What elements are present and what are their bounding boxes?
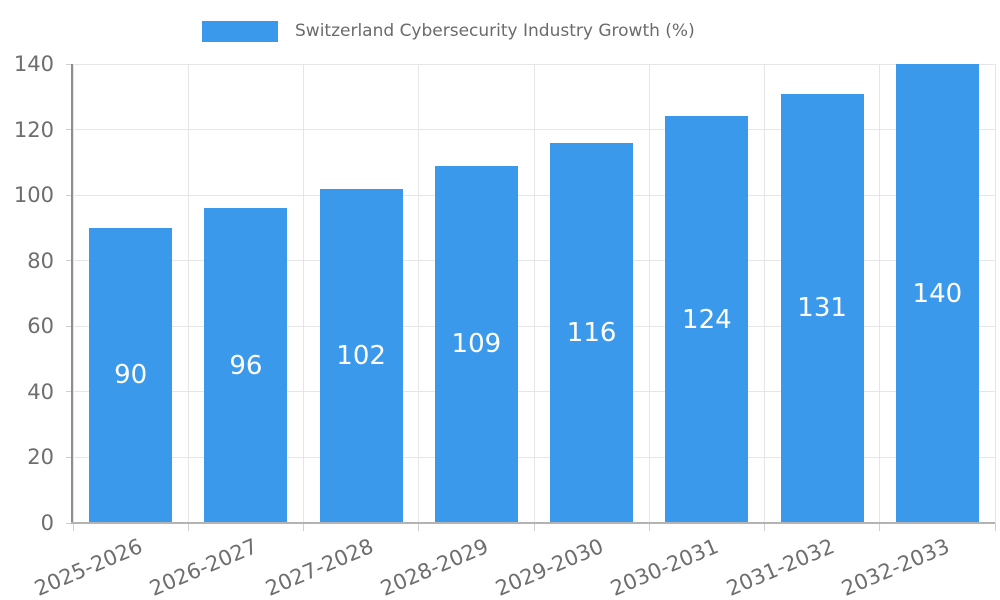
y-axis-tick-label: 60 <box>27 314 54 339</box>
x-axis-tick-label: 2029-2030 <box>492 534 608 600</box>
legend-swatch <box>202 20 278 42</box>
x-gridline <box>994 64 996 523</box>
y-axis-tick-label: 100 <box>13 183 54 208</box>
x-gridline <box>303 64 304 523</box>
x-axis-tick <box>994 523 996 531</box>
x-axis-tick <box>764 523 765 531</box>
y-axis-tick-label: 40 <box>27 379 54 404</box>
x-axis-tick-label: 2030-2031 <box>607 534 723 600</box>
y-axis-tick <box>66 260 73 262</box>
y-axis-tick <box>66 522 73 524</box>
bar-2027-2028[interactable] <box>319 188 403 523</box>
bar-value-label: 124 <box>682 304 732 335</box>
bar-value-label: 96 <box>229 350 263 381</box>
x-axis-tick-label: 2027-2028 <box>261 534 377 600</box>
x-axis-tick <box>72 523 74 531</box>
x-axis-tick-label: 2025-2026 <box>31 534 147 600</box>
bar-2026-2027[interactable] <box>204 208 288 523</box>
x-gridline <box>648 64 650 523</box>
x-axis-tick <box>879 523 881 531</box>
y-axis-tick-label: 20 <box>27 445 54 470</box>
y-axis-tick-label: 0 <box>40 511 54 535</box>
bar-value-label: 131 <box>797 293 847 324</box>
x-axis-line <box>71 522 995 524</box>
x-axis-tick <box>418 523 420 531</box>
y-axis-line <box>71 64 73 524</box>
x-gridline <box>533 64 535 523</box>
y-axis-tick <box>66 391 73 393</box>
bar-value-label: 90 <box>114 360 148 391</box>
bar-2032-2033[interactable] <box>895 64 979 523</box>
x-axis-tick <box>533 523 535 531</box>
legend-label: Switzerland Cybersecurity Industry Growt… <box>295 21 695 41</box>
x-axis-tick <box>303 523 304 531</box>
x-gridline <box>187 64 189 523</box>
bar-2029-2030[interactable] <box>550 142 634 523</box>
x-axis-tick-label: 2032-2033 <box>838 534 953 600</box>
y-axis-tick <box>66 325 73 327</box>
y-axis-tick <box>66 194 73 196</box>
x-axis-tick-label: 2026-2027 <box>146 534 262 600</box>
bar-2028-2029[interactable] <box>434 165 518 523</box>
bar-2031-2032[interactable] <box>780 93 864 523</box>
bar-value-label: 102 <box>336 340 386 371</box>
legend[interactable]: Switzerland Cybersecurity Industry Growt… <box>202 20 695 42</box>
y-axis-tick <box>66 456 73 458</box>
x-axis-tick-label: 2031-2032 <box>722 534 838 600</box>
x-axis-tick <box>187 523 189 531</box>
bar-value-label: 140 <box>912 278 963 309</box>
bar-value-label: 109 <box>451 329 502 360</box>
y-axis-tick-label: 120 <box>13 117 54 142</box>
x-gridline <box>879 64 881 523</box>
x-axis-tick-label: 2028-2029 <box>377 534 492 600</box>
bar-2030-2031[interactable] <box>665 116 749 523</box>
bar-value-label: 116 <box>566 317 617 348</box>
x-axis-tick <box>648 523 650 531</box>
y-axis-tick <box>66 129 73 131</box>
x-gridline <box>418 64 420 523</box>
y-axis-tick-label: 80 <box>27 248 54 273</box>
x-gridline <box>72 64 74 523</box>
bar-2025-2026[interactable] <box>89 227 173 523</box>
y-axis-tick <box>66 63 73 65</box>
y-axis-tick-label: 140 <box>13 52 54 76</box>
x-gridline <box>764 64 765 523</box>
